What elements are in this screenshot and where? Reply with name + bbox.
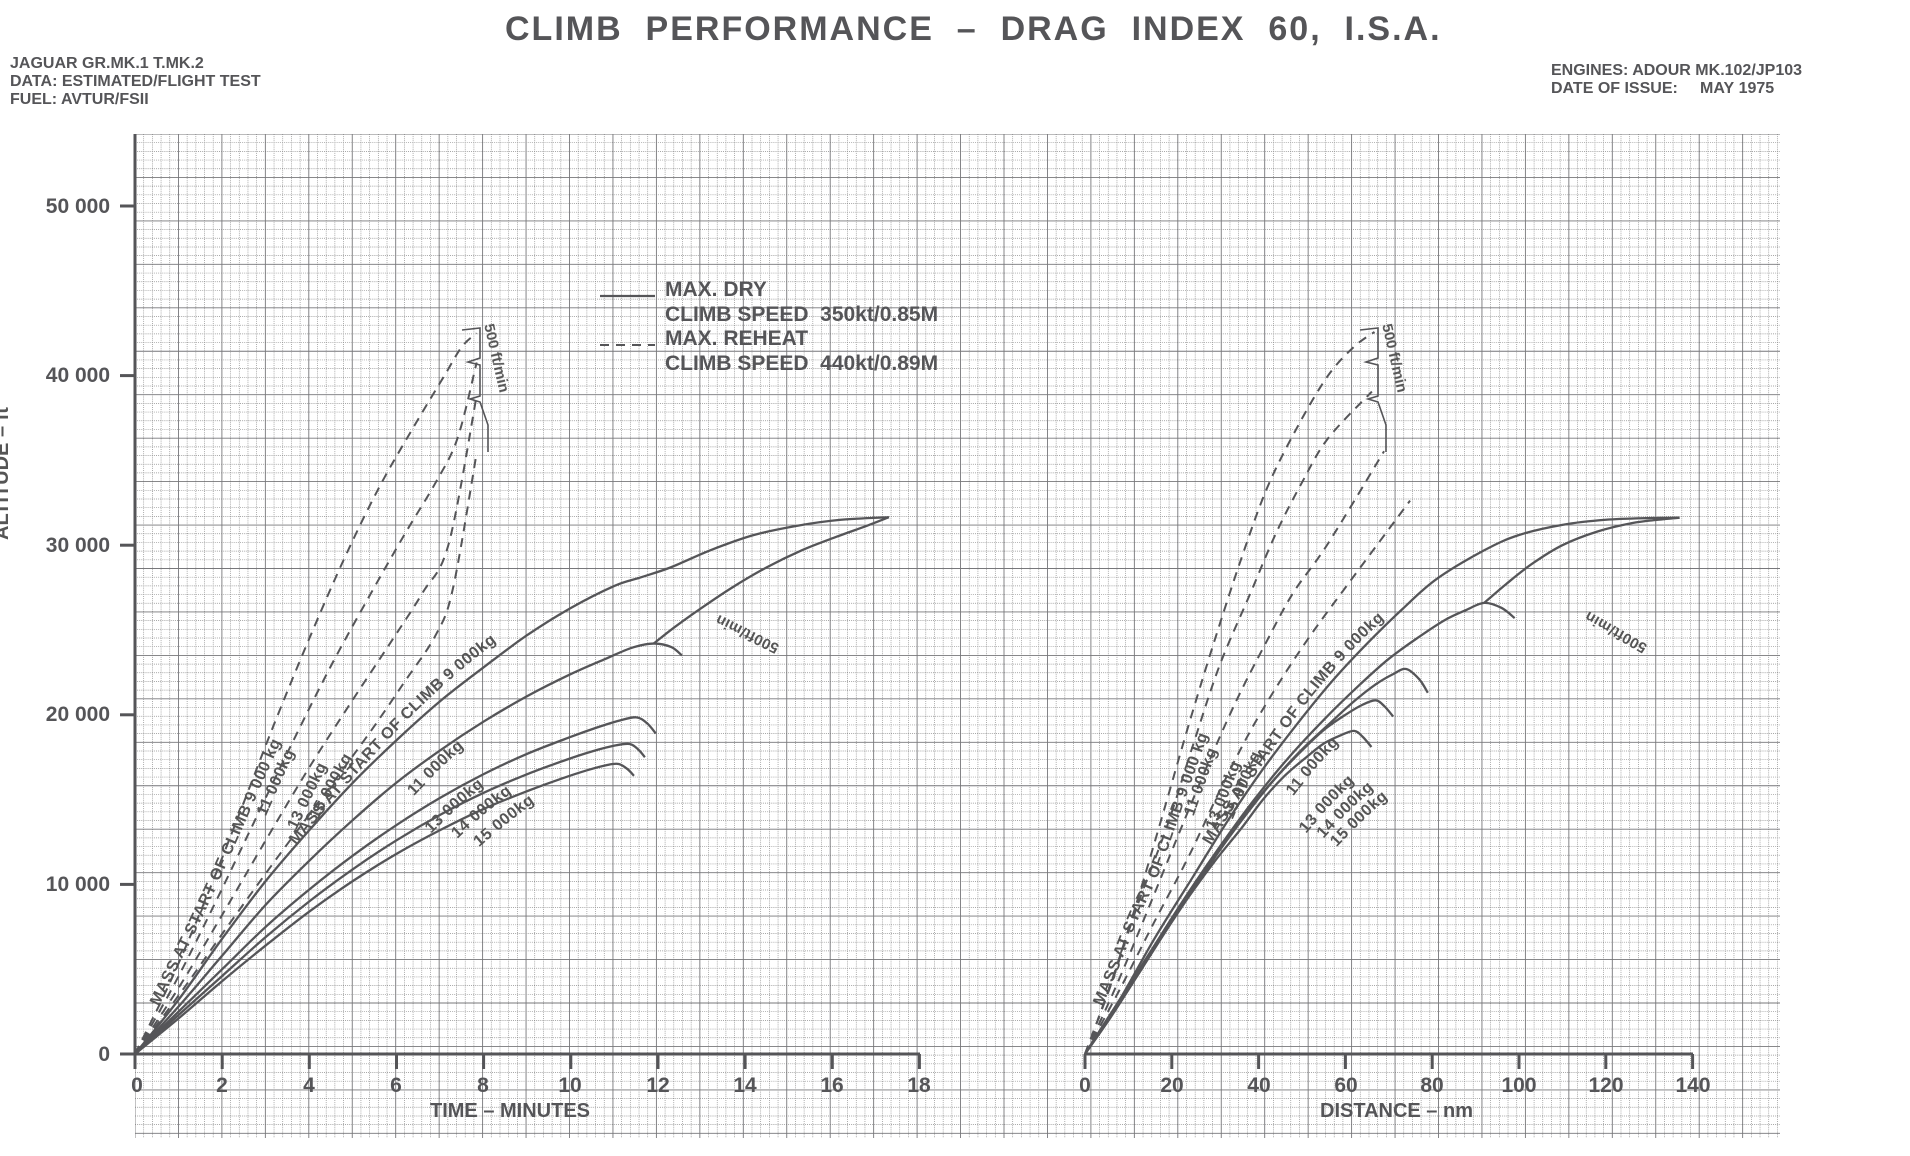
svg-text:MASS AT START OF CLIMB 9 000 k: MASS AT START OF CLIMB 9 000 kg [147,736,284,1008]
svg-text:MASS AT START OF CLIMB 9 000 k: MASS AT START OF CLIMB 9 000 kg [1090,730,1211,1008]
